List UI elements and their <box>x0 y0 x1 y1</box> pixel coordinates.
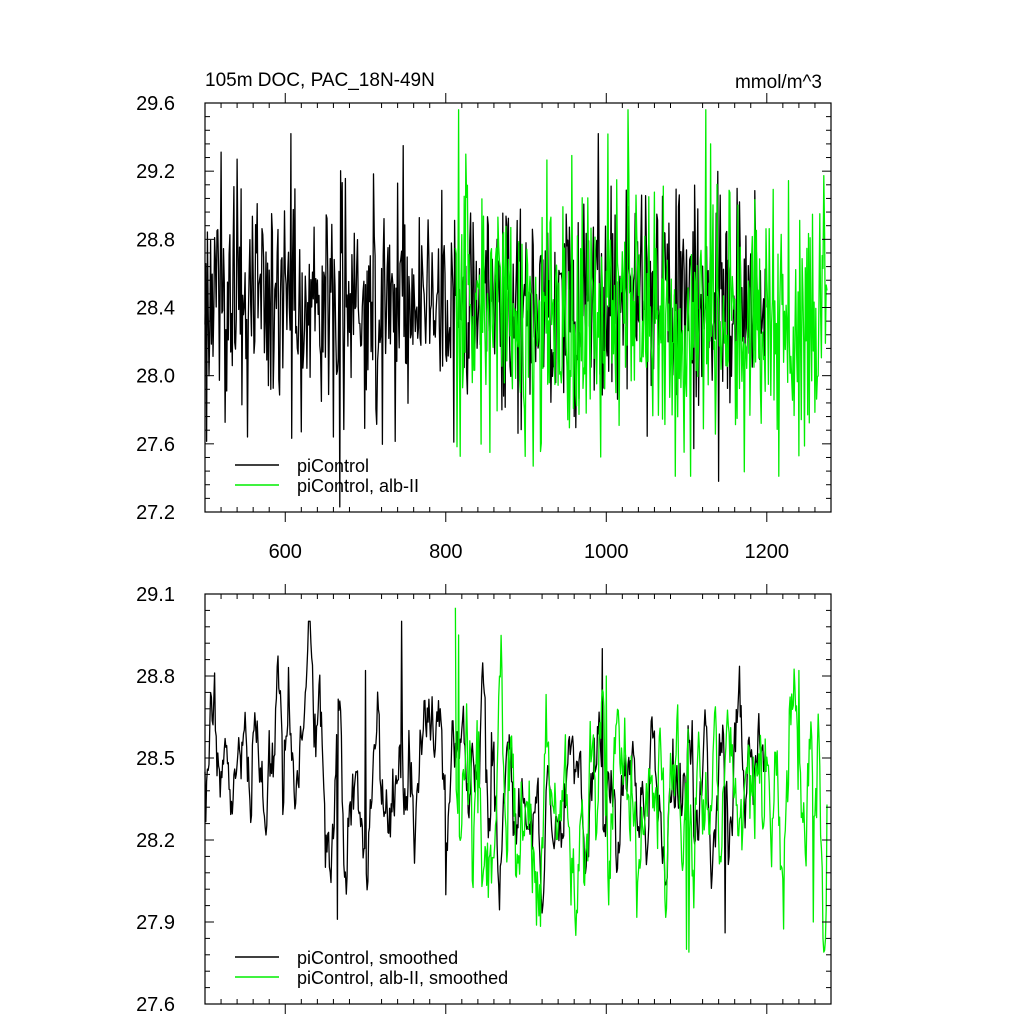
y-tick-label: 27.9 <box>136 912 175 934</box>
y-tick-label: 28.8 <box>136 229 175 251</box>
series-line-2 <box>454 109 828 477</box>
chart-title: 105m DOC, PAC_18N-49N <box>205 70 435 91</box>
chart-bottom: 27.6 27.9 28.2 28.5 28.8 29.1 piControl, smoo… <box>136 584 832 1016</box>
y-tick-label: 28.2 <box>136 830 175 852</box>
legend-label: piControl, smoothed <box>297 948 458 968</box>
series-group <box>204 109 828 508</box>
y-tick-label: 29.2 <box>136 161 175 183</box>
axis-ticks: 27.2 27.6 28.0 28.4 28.8 29.2 29.6 600 800 1000 12… <box>136 93 832 563</box>
y-tick-label: 28.5 <box>136 748 175 770</box>
axis-ticks: 27.6 27.9 28.2 28.5 28.8 29.1 <box>136 584 832 1016</box>
legend-label: piControl <box>297 456 369 476</box>
y-tick-label: 29.1 <box>136 584 175 606</box>
y-tick-label: 27.6 <box>136 434 175 456</box>
series-group <box>204 607 828 953</box>
legend-label: piControl, alb-II, smoothed <box>297 968 508 988</box>
y-tick-label: 28.0 <box>136 366 175 388</box>
y-tick-label: 27.6 <box>136 994 175 1016</box>
x-tick-label: 800 <box>429 541 462 563</box>
y-tick-label: 28.4 <box>136 298 175 320</box>
y-tick-label: 28.8 <box>136 666 175 688</box>
x-tick-label: 600 <box>269 541 302 563</box>
x-tick-label: 1200 <box>745 541 790 563</box>
y-tick-label: 27.2 <box>136 502 175 524</box>
x-tick-label: 1000 <box>584 541 629 563</box>
series-line-1 <box>204 620 767 934</box>
series-line-1 <box>204 133 767 508</box>
y-tick-label: 29.6 <box>136 93 175 115</box>
series-line-2 <box>454 607 828 953</box>
chart-units: mmol/m^3 <box>735 72 822 93</box>
legend-label: piControl, alb-II <box>297 476 419 496</box>
chart-top: 105m DOC, PAC_18N-49N mmol/m^3 27.227.62… <box>136 70 832 563</box>
